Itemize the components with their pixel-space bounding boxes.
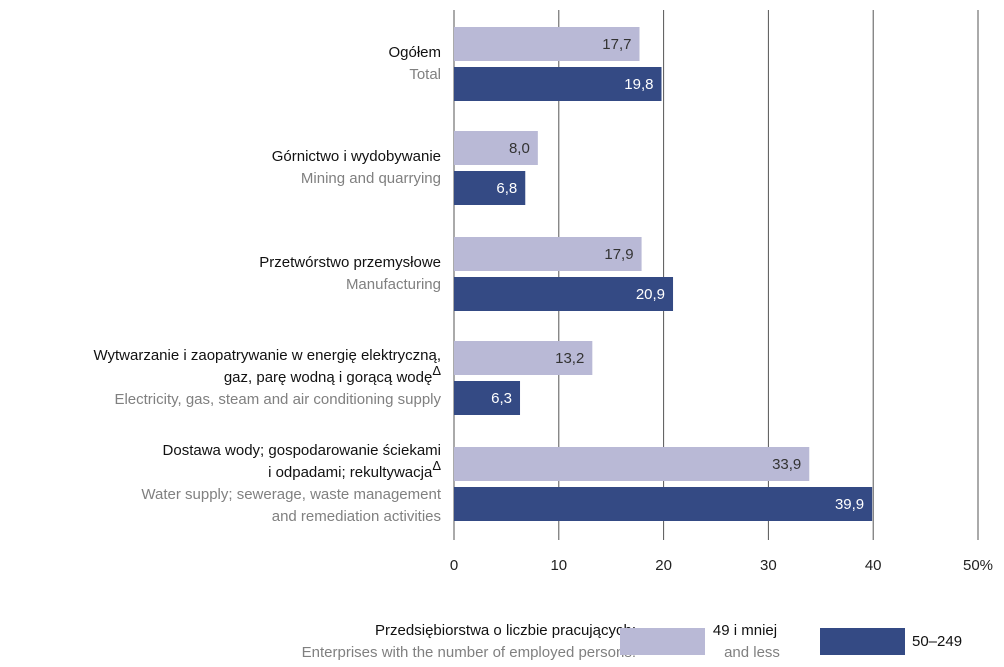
data-label: 6,3: [491, 390, 512, 407]
data-label: 8,0: [509, 140, 530, 157]
legend-title-en: Enterprises with the number of employed …: [302, 644, 636, 661]
category-label-text: Dostawa wody; gospodarowanie ściekami: [163, 442, 441, 459]
bar: [454, 447, 810, 481]
bar: [454, 237, 642, 271]
data-label: 39,9: [835, 496, 864, 513]
category-label: Water supply; sewerage, waste management: [141, 486, 441, 503]
category-label-text: Mining and quarrying: [301, 170, 441, 187]
category-label-text: Wytwarzanie i zaopatrywanie w energię el…: [93, 347, 441, 364]
bar: [454, 171, 526, 205]
bar: [454, 131, 538, 165]
data-label: 13,2: [555, 350, 584, 367]
category-note: Δ: [432, 363, 441, 378]
category-label-text: Manufacturing: [346, 276, 441, 293]
category-label-text: Górnictwo i wydobywanie: [272, 148, 441, 165]
category-label-text: Przetwórstwo przemysłowe: [259, 254, 441, 271]
data-label: 20,9: [636, 286, 665, 303]
legend-label-en: and less: [724, 644, 780, 661]
category-label: i odpadami; rekultywacjaΔ: [268, 458, 441, 481]
category-label: Dostawa wody; gospodarowanie ściekami: [163, 442, 441, 459]
legend-swatch: [620, 628, 705, 655]
category-label-text: Water supply; sewerage, waste management: [141, 486, 441, 503]
data-label: 17,9: [604, 246, 633, 263]
category-label: Manufacturing: [346, 276, 441, 293]
category-label-text: Electricity, gas, steam and air conditio…: [114, 391, 441, 408]
x-tick-label: 30: [760, 557, 777, 574]
data-label: 17,7: [602, 36, 631, 53]
data-label: 6,8: [496, 180, 517, 197]
category-label-text: and remediation activities: [272, 508, 441, 525]
legend-label: 49 i mniej: [713, 622, 777, 639]
bar: [454, 487, 873, 521]
data-label: 33,9: [772, 456, 801, 473]
bar: [454, 27, 640, 61]
bar: [454, 341, 593, 375]
category-label: gaz, parę wodną i gorącą wodęΔ: [224, 363, 441, 386]
category-label: Electricity, gas, steam and air conditio…: [114, 391, 441, 408]
bar: [454, 277, 674, 311]
category-label: Ogółem: [388, 44, 441, 61]
data-label: 19,8: [624, 76, 653, 93]
legend-label: 50–249: [912, 633, 962, 650]
category-label-text: Ogółem: [388, 44, 441, 61]
legend-swatch: [820, 628, 905, 655]
category-label-text: i odpadami; rekultywacja: [268, 464, 433, 481]
category-label: Total: [409, 66, 441, 83]
legend-title: Przedsiębiorstwa o liczbie pracujących:: [375, 622, 636, 639]
category-label: and remediation activities: [272, 508, 441, 525]
category-label: Przetwórstwo przemysłowe: [259, 254, 441, 271]
x-tick-label: 10: [550, 557, 567, 574]
category-label: Wytwarzanie i zaopatrywanie w energię el…: [93, 347, 441, 364]
x-tick-label: 40: [865, 557, 882, 574]
category-label: Górnictwo i wydobywanie: [272, 148, 441, 165]
category-label: Mining and quarrying: [301, 170, 441, 187]
x-tick-label: 20: [655, 557, 672, 574]
category-note: Δ: [432, 458, 441, 473]
bar: [454, 67, 662, 101]
bar: [454, 381, 521, 415]
category-label-text: gaz, parę wodną i gorącą wodę: [224, 369, 432, 386]
x-tick-label: 50%: [963, 557, 993, 574]
category-label-text: Total: [409, 66, 441, 83]
x-tick-label: 0: [450, 557, 458, 574]
